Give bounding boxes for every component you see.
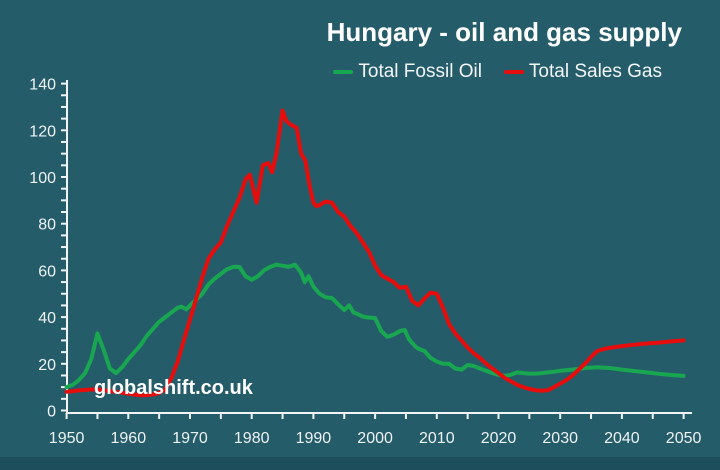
- watermark: globalshift.co.uk: [94, 377, 253, 399]
- red-line-swatch-icon: [503, 70, 524, 74]
- svg-text:80: 80: [38, 217, 56, 234]
- svg-text:2000: 2000: [357, 430, 393, 447]
- svg-text:140: 140: [29, 77, 56, 94]
- legend-label: Total Fossil Oil: [358, 61, 482, 82]
- svg-text:2030: 2030: [542, 430, 578, 447]
- svg-text:2040: 2040: [604, 430, 640, 447]
- bottom-band: [0, 457, 720, 470]
- legend-item-total-sales-gas: Total Sales Gas: [503, 61, 662, 83]
- svg-text:2050: 2050: [666, 430, 702, 447]
- legend-item-total-fossil-oil: Total Fossil Oil: [333, 61, 482, 83]
- svg-text:1990: 1990: [296, 430, 332, 447]
- chart-title: Hungary - oil and gas supply: [326, 17, 682, 47]
- svg-text:1950: 1950: [49, 430, 85, 447]
- svg-text:100: 100: [29, 170, 56, 187]
- svg-text:2010: 2010: [419, 430, 455, 447]
- legend-label: Total Sales Gas: [528, 61, 662, 82]
- svg-text:2020: 2020: [481, 430, 517, 447]
- svg-text:1980: 1980: [234, 430, 270, 447]
- svg-text:60: 60: [38, 263, 56, 280]
- legend: Total Fossil Oil Total Sales Gas: [333, 61, 662, 83]
- svg-text:20: 20: [38, 357, 56, 374]
- svg-text:40: 40: [38, 310, 56, 327]
- svg-text:1970: 1970: [172, 430, 208, 447]
- svg-text:0: 0: [47, 404, 56, 421]
- green-line-swatch-icon: [333, 70, 354, 74]
- svg-text:1960: 1960: [111, 430, 147, 447]
- svg-text:120: 120: [29, 123, 56, 140]
